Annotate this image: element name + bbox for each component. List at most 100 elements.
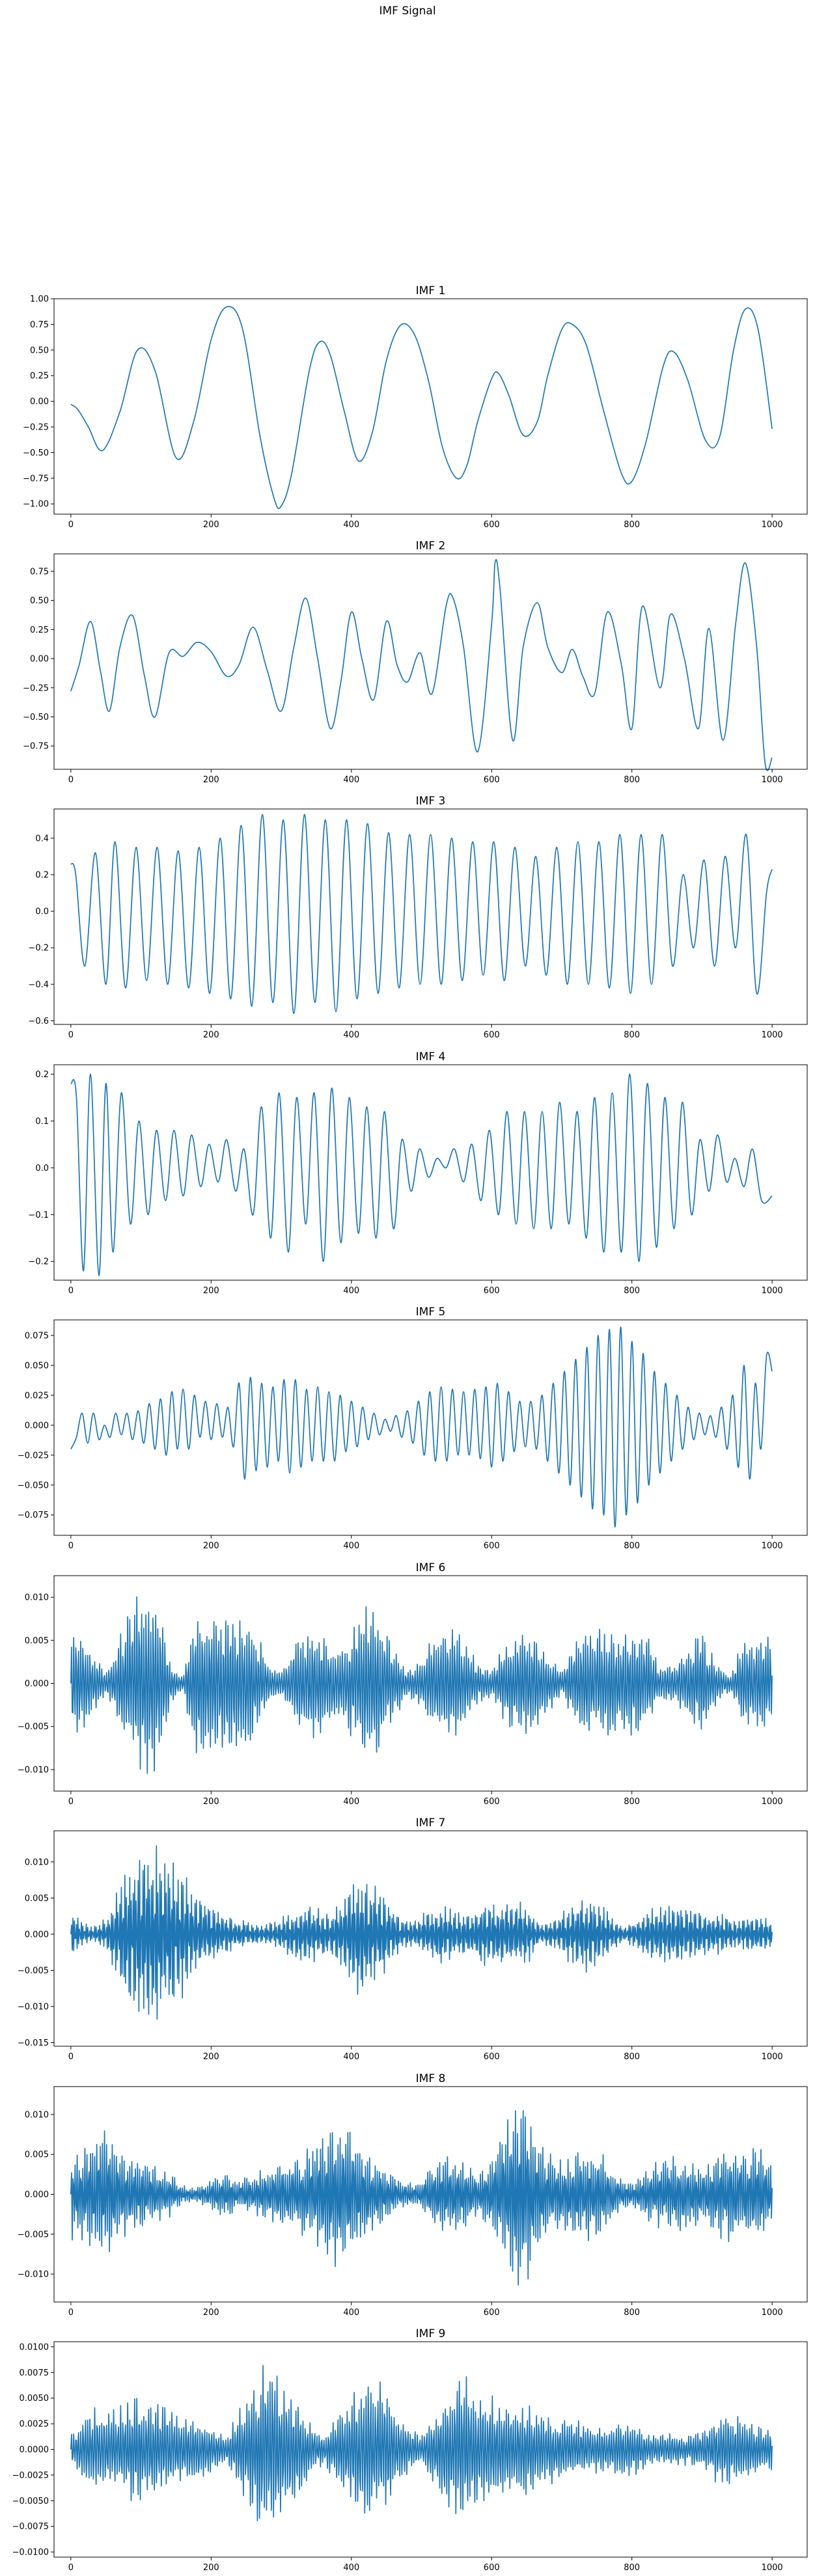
y-tick-label: −0.50 — [23, 713, 49, 722]
y-tick-label: −0.025 — [18, 1451, 49, 1460]
x-tick-label: 0 — [68, 2052, 74, 2062]
subplot-title: IMF 8 — [416, 2072, 446, 2085]
x-tick-label: 400 — [343, 2052, 359, 2062]
subplot-imf-6: IMF 6 0 200 400 600 800 1000 −0.010 −0.005 0.000 0… — [18, 1561, 808, 1807]
y-tick-label: 0.0100 — [20, 2342, 49, 2352]
y-tick-label: 0.0000 — [20, 2445, 49, 2455]
x-tick-label: 800 — [624, 2308, 640, 2318]
x-tick-label: 200 — [203, 1797, 219, 1807]
y-tick-label: −0.050 — [18, 1481, 49, 1490]
x-tick-label: 600 — [484, 2308, 500, 2318]
x-tick-label: 200 — [203, 2308, 219, 2318]
x-tick-label: 400 — [343, 1541, 359, 1551]
y-tick-label: −0.75 — [23, 742, 49, 752]
y-tick-label: 0.00 — [30, 655, 49, 665]
axes-frame — [53, 298, 808, 515]
y-tick-label: 0.0050 — [20, 2394, 49, 2404]
x-tick-label: 200 — [203, 520, 219, 530]
y-tick-label: 0.50 — [30, 596, 49, 606]
x-tick-label: 1000 — [762, 1286, 783, 1296]
x-tick-label: 600 — [484, 1286, 500, 1296]
y-tick-label: −0.005 — [18, 1966, 49, 1976]
x-tick-label: 400 — [343, 2563, 359, 2573]
x-tick-label: 400 — [343, 1286, 359, 1296]
axes-frame — [53, 808, 808, 1025]
y-tick-label: 0.000 — [25, 1421, 49, 1431]
x-tick-label: 800 — [624, 520, 640, 530]
x-tick-label: 200 — [203, 1541, 219, 1551]
y-tick-label: 0.50 — [30, 346, 49, 355]
y-tick-label: 0.25 — [30, 625, 49, 635]
x-tick-label: 800 — [624, 1286, 640, 1296]
x-tick-label: 0 — [68, 1286, 74, 1296]
y-tick-label: 0.75 — [30, 320, 49, 330]
y-tick-label: 0.000 — [25, 2190, 49, 2200]
y-tick-label: 0.75 — [30, 567, 49, 577]
y-tick-label: 0.005 — [25, 2150, 49, 2160]
y-tick-label: 0.000 — [25, 1679, 49, 1689]
y-tick-label: −0.2 — [28, 1257, 49, 1267]
x-tick-label: 400 — [343, 2308, 359, 2318]
y-tick-label: 0.025 — [25, 1391, 49, 1401]
y-tick-label: −0.25 — [23, 683, 49, 693]
y-tick-label: −0.2 — [28, 944, 49, 953]
x-tick-label: 1000 — [762, 1797, 783, 1807]
x-tick-label: 1000 — [762, 1541, 783, 1551]
x-tick-label: 200 — [203, 2563, 219, 2573]
x-tick-label: 0 — [68, 775, 74, 785]
y-tick-label: 0.010 — [25, 2110, 49, 2120]
y-tick-label: −0.005 — [18, 1722, 49, 1732]
x-tick-label: 800 — [624, 2052, 640, 2062]
y-tick-label: 0.2 — [35, 1070, 49, 1080]
subplot-imf-3: IMF 3 0 200 400 600 800 1000 −0.6 −0.4 −0.2 0.0 0.2… — [28, 795, 808, 1040]
x-tick-label: 200 — [203, 775, 219, 785]
y-tick-label: 1.00 — [30, 295, 49, 305]
y-tick-label: −0.010 — [18, 2270, 49, 2280]
x-tick-label: 1000 — [762, 520, 783, 530]
subplots: IMF 1 0 200 400 600 800 1000 −1.00 −0.75 −0.50 −0.… — [12, 284, 808, 2573]
x-tick-label: 600 — [484, 1030, 500, 1040]
y-tick-label: 0.1 — [35, 1117, 49, 1127]
subplot-title: IMF 3 — [416, 795, 446, 808]
subplot-imf-5: IMF 5 0 200 400 600 800 1000 −0.075 −0.050 −0.025… — [18, 1306, 808, 1551]
y-tick-label: 0.2 — [35, 870, 49, 880]
x-tick-label: 1000 — [762, 1030, 783, 1040]
subplot-title: IMF 7 — [416, 1816, 446, 1829]
y-tick-label: 0.050 — [25, 1361, 49, 1371]
subplot-title: IMF 6 — [416, 1561, 446, 1574]
y-tick-label: −0.0025 — [12, 2471, 49, 2480]
x-tick-label: 600 — [484, 520, 500, 530]
y-tick-label: −0.015 — [18, 2038, 49, 2048]
subplot-title: IMF 9 — [416, 2327, 446, 2340]
y-tick-label: −0.25 — [23, 423, 49, 433]
y-tick-label: −0.0075 — [12, 2522, 49, 2532]
subplot-imf-1: IMF 1 0 200 400 600 800 1000 −1.00 −0.75 −0.50 −0.… — [23, 284, 808, 530]
x-tick-label: 200 — [203, 2052, 219, 2062]
subplot-imf-4: IMF 4 0 200 400 600 800 1000 −0.2 −0.1 0.0 0.1 0.2 — [28, 1050, 808, 1296]
subplot-imf-7: IMF 7 0 200 400 600 800 1000 −0.015 −0.010 −0.005… — [18, 1816, 808, 2062]
figure-suptitle: IMF Signal — [379, 5, 435, 18]
y-tick-label: 0.4 — [35, 834, 49, 843]
x-tick-label: 0 — [68, 1030, 74, 1040]
imf-series-line — [70, 1845, 773, 2020]
imf-series-line — [70, 2364, 773, 2521]
imf-series-line — [70, 558, 773, 771]
x-tick-label: 600 — [484, 1541, 500, 1551]
imf-series-line — [70, 1326, 773, 1528]
y-tick-label: 0.0025 — [20, 2420, 49, 2430]
x-tick-label: 400 — [343, 775, 359, 785]
y-tick-label: 0.000 — [25, 1930, 49, 1939]
subplot-title: IMF 1 — [416, 284, 446, 297]
subplot-imf-2: IMF 2 0 200 400 600 800 1000 −0.75 −0.50 −0.25 0.0… — [23, 540, 808, 785]
y-tick-label: 0.010 — [25, 1857, 49, 1867]
x-tick-label: 600 — [484, 1797, 500, 1807]
y-tick-label: 0.0 — [35, 1164, 49, 1173]
subplot-title: IMF 4 — [416, 1050, 446, 1063]
y-tick-label: 0.00 — [30, 397, 49, 407]
y-tick-label: −0.005 — [18, 2230, 49, 2240]
x-tick-label: 400 — [343, 1797, 359, 1807]
subplot-title: IMF 2 — [416, 540, 446, 553]
y-tick-label: −0.075 — [18, 1511, 49, 1520]
y-tick-label: 0.075 — [25, 1331, 49, 1341]
